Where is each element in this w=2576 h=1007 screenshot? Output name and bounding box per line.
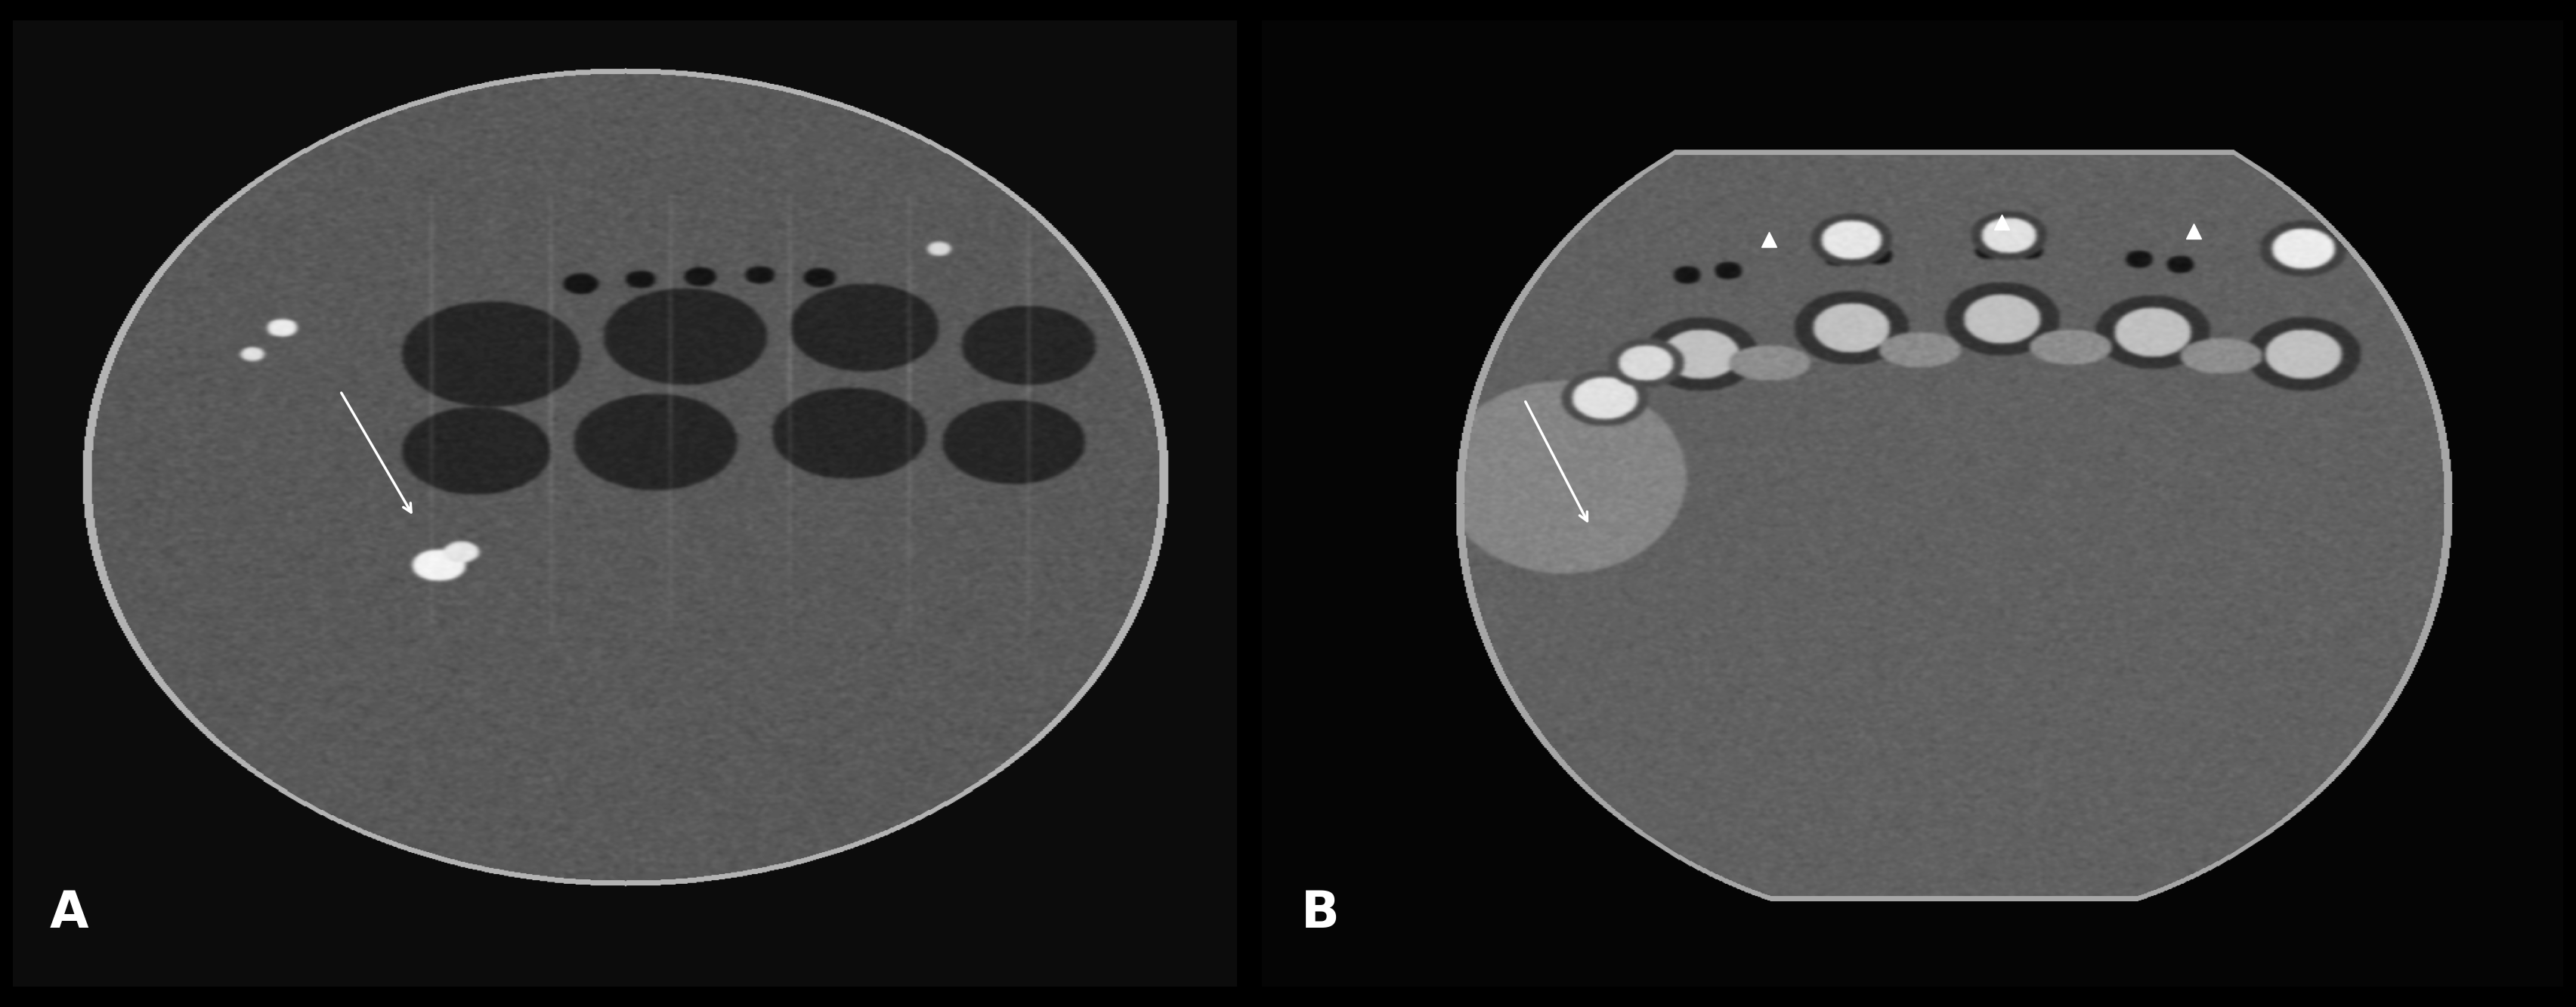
Text: A: A <box>49 888 88 939</box>
Text: B: B <box>1301 888 1340 939</box>
